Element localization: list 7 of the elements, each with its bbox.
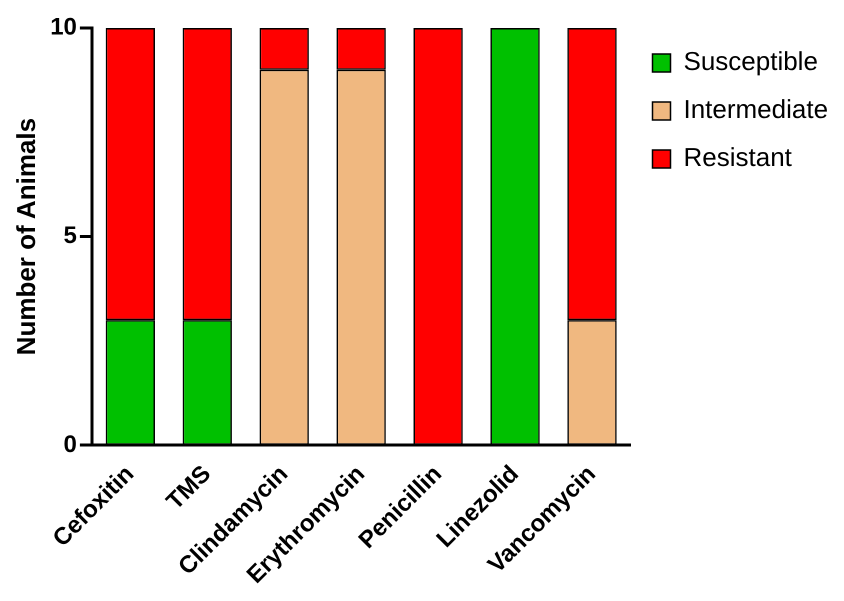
- y-tick-label: 5: [64, 222, 77, 250]
- legend-label: Susceptible: [684, 46, 818, 76]
- y-tick-label: 10: [50, 14, 77, 41]
- y-tick-label: 0: [64, 430, 77, 458]
- legend-label: Resistant: [684, 142, 793, 172]
- y-axis-title: Number of Animals: [10, 118, 41, 356]
- legend-label: Intermediate: [684, 94, 828, 124]
